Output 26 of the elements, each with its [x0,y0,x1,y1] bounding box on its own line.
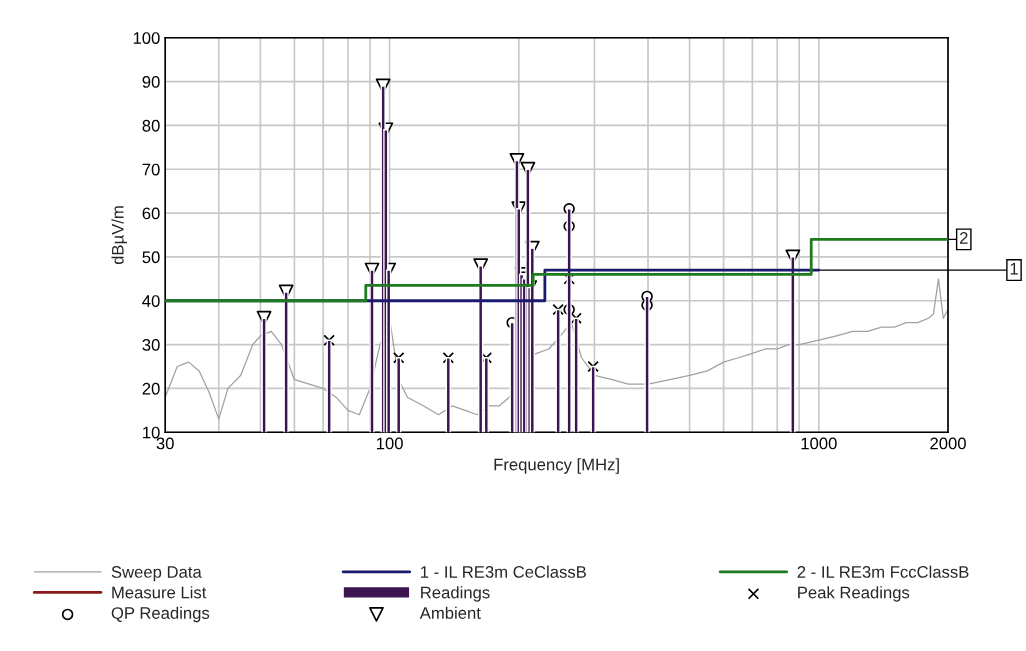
x-tick-label: 2000 [930,437,966,450]
y-tick-label: 10 [143,426,160,439]
y-tick-label: 20 [142,382,160,395]
x-axis-title: Frequency [MHz] [494,458,619,474]
annotation: 2 [959,232,968,244]
legend-label: Measure List [112,586,207,599]
y-tick-label: 90 [142,75,160,88]
annotation: 1 [1010,262,1018,275]
y-tick-label: 80 [142,119,160,132]
x-tick-label: 100 [376,437,403,450]
legend-label: 1 - IL RE3m CeClassB [421,565,586,578]
x-tick-label: 30 [156,437,174,450]
legend-label: Sweep Data [111,566,202,582]
legend-label: QP Readings [111,606,210,623]
y-tick-label: 60 [142,207,160,220]
y-axis-title: dBµV/m [111,206,127,265]
y-tick-label: 40 [142,295,160,307]
y-tick-label: 100 [133,32,160,44]
y-tick-label: 70 [142,163,160,176]
x-tick-label: 1000 [801,437,837,450]
legend-label: Readings [421,586,490,602]
legend-label: Ambient [419,606,481,619]
legend-label: Peak Readings [798,586,910,602]
y-tick-label: 50 [142,251,160,264]
y-tick-label: 30 [142,339,160,351]
legend-label: 2 - IL RE3m FccClassB [797,565,969,578]
